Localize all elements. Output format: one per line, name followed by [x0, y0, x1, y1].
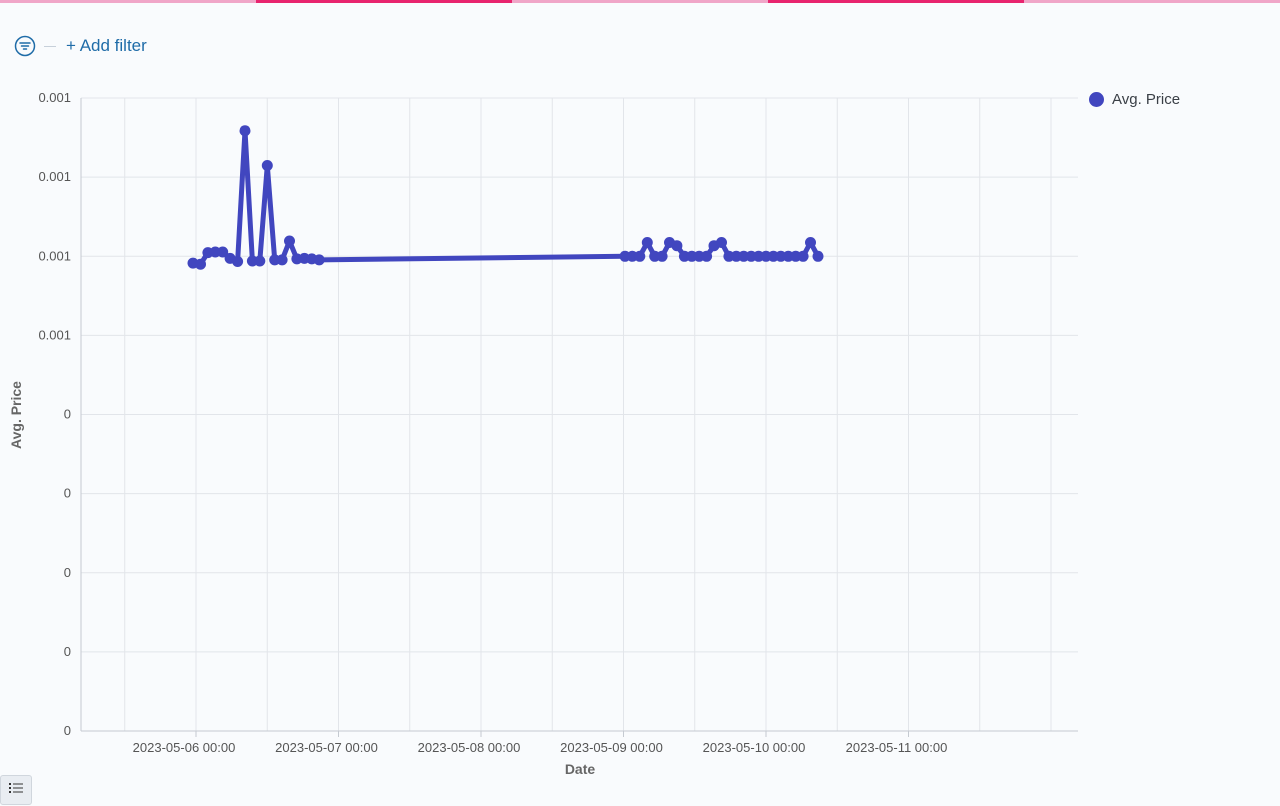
- legend-item-avg-price[interactable]: Avg. Price: [1089, 91, 1180, 108]
- add-filter-button[interactable]: + Add filter: [66, 36, 147, 55]
- filter-icon[interactable]: [14, 35, 36, 57]
- y-axis-label: Avg. Price: [8, 381, 24, 449]
- y-tick-label: 0.001: [38, 169, 71, 184]
- y-tick-label: 0: [64, 565, 71, 580]
- x-tick-label: 2023-05-07 00:00: [275, 740, 378, 755]
- data-point: [634, 250, 646, 262]
- filter-separator: [44, 45, 56, 47]
- data-point: [195, 258, 206, 270]
- x-tick-label: 2023-05-10 00:00: [703, 740, 806, 755]
- legend-marker: [1089, 92, 1104, 107]
- data-point: [232, 256, 244, 267]
- y-tick-labels: 0.001 0.001 0.001 0.001 0 0 0 0 0: [38, 90, 71, 738]
- data-point: [254, 255, 266, 267]
- chart-axes: [80, 98, 1078, 737]
- data-point: [701, 250, 713, 262]
- x-tick-label: 2023-05-09 00:00: [560, 740, 663, 755]
- data-point: [656, 250, 668, 262]
- x-tick-label: 2023-05-11 00:00: [846, 740, 948, 755]
- list-view-button[interactable]: [0, 775, 32, 805]
- series-avg-price: [187, 125, 824, 270]
- x-tick-label: 2023-05-08 00:00: [418, 740, 521, 755]
- y-tick-label: 0: [64, 644, 71, 659]
- filter-bar: + Add filter: [14, 34, 147, 58]
- accent-segment-5: [1024, 0, 1280, 3]
- data-point: [313, 254, 325, 266]
- data-point: [812, 250, 824, 262]
- data-point: [797, 250, 809, 262]
- data-point: [641, 237, 653, 248]
- legend-label: Avg. Price: [1112, 91, 1181, 108]
- x-tick-label: 2023-05-06 00:00: [133, 740, 236, 755]
- y-tick-label: 0.001: [38, 90, 71, 105]
- list-icon: [9, 781, 23, 799]
- data-point: [284, 235, 295, 247]
- data-point: [805, 237, 816, 248]
- accent-segment-3: [512, 0, 768, 3]
- accent-segment-4: [768, 0, 1024, 3]
- y-tick-label: 0.001: [38, 327, 71, 342]
- y-tick-label: 0: [64, 407, 71, 422]
- data-point: [276, 254, 288, 266]
- data-point: [671, 240, 683, 252]
- accent-segment-2: [256, 0, 512, 3]
- data-point: [239, 125, 251, 137]
- accent-segment-1: [0, 0, 256, 3]
- y-tick-label: 0: [64, 723, 71, 738]
- data-point: [217, 246, 229, 258]
- data-point: [716, 237, 727, 248]
- y-tick-label: 0.001: [38, 248, 71, 263]
- x-axis-label: Date: [565, 761, 596, 777]
- data-point: [261, 160, 273, 171]
- top-accent-bar: [0, 0, 1280, 3]
- chart-grid: [81, 97, 1078, 732]
- y-tick-label: 0: [64, 486, 71, 501]
- x-tick-labels: 2023-05-06 00:00 2023-05-07 00:00 2023-05-…: [133, 740, 948, 755]
